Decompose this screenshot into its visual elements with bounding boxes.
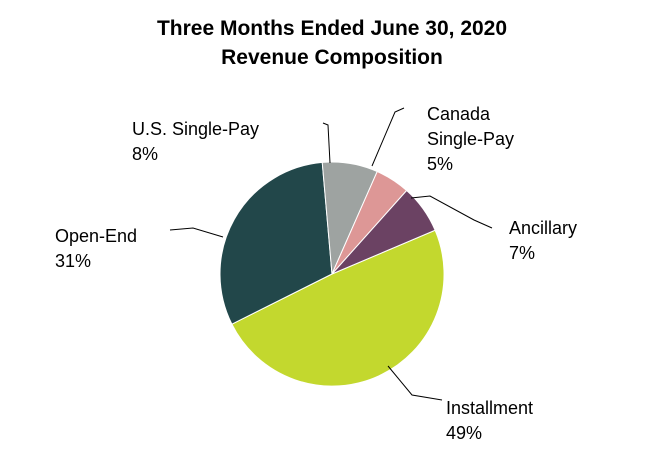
slice-value-label: 5% [427,154,453,174]
leader-line [371,107,405,167]
pie-slice [331,189,436,275]
slice-value-label: 49% [446,423,482,443]
leader-line [410,195,493,229]
slice-value-label: 7% [509,243,535,263]
slice-value-label: 31% [55,251,91,271]
slice-labels: Installment 49% Open-End 31% U.S. Single-Pay… [55,104,577,443]
leader-line [322,122,331,164]
leader-line [387,365,443,401]
slice-label: Installment [446,398,533,418]
slice-label: U.S. Single-Pay [132,119,259,139]
slice-value-label: 8% [132,144,158,164]
leader-lines [169,107,493,401]
pie-slices [219,161,445,387]
pie-slice [231,229,445,387]
slice-label: Ancillary [509,218,577,238]
chart-title: Three Months Ended June 30, 2020 [156,17,508,40]
slice-label: Canada [427,104,491,124]
slice-label: Single-Pay [427,129,514,149]
slice-label: Open-End [55,226,137,246]
chart-subtitle: Revenue Composition [221,46,443,69]
leader-line [169,227,224,238]
pie-slice [219,161,333,325]
